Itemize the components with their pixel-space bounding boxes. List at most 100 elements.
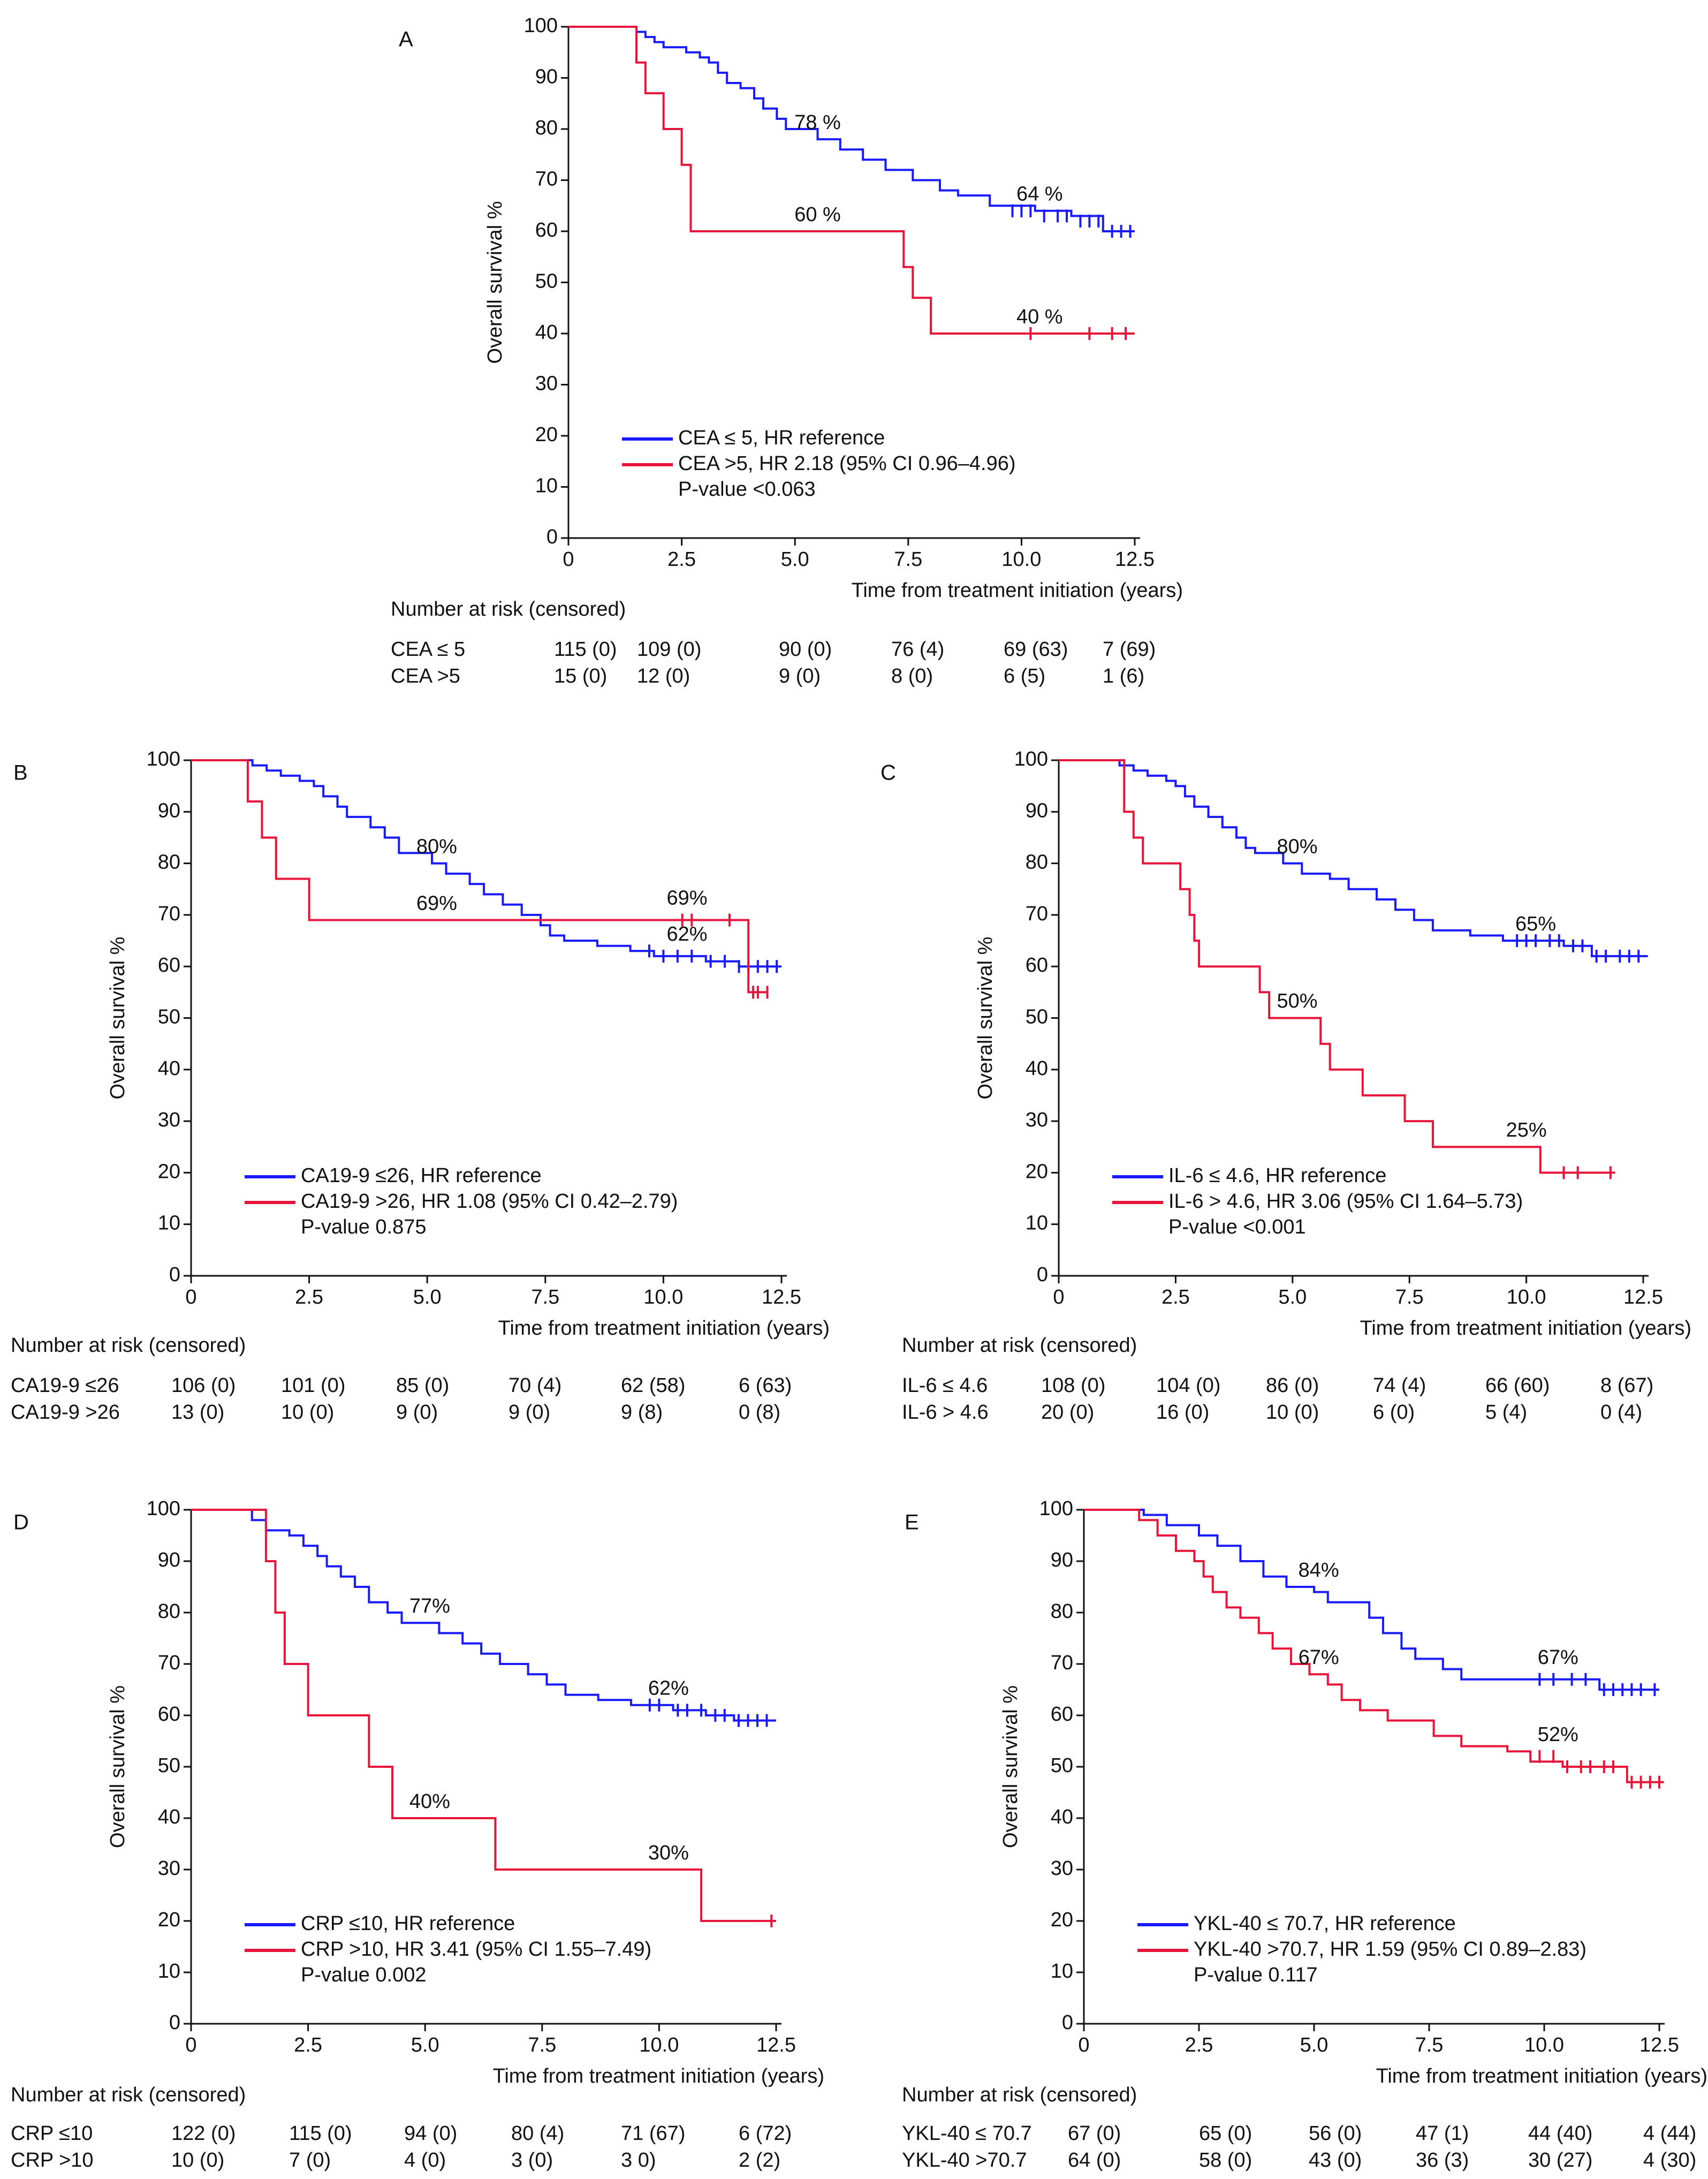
x-axis-title: Time from treatment initiation (years): [498, 1317, 830, 1340]
panel-d: D 0 10 20 30 40 50 60 70 80 90 100 0 2.5 5.0 7.5 10.0 12.…: [11, 1497, 824, 2172]
y-tick-label: 60: [158, 954, 180, 977]
y-tick-label: 60: [1051, 1703, 1073, 1726]
risk-cell: 9 (8): [621, 1401, 663, 1424]
x-tick-label: 0: [1078, 2034, 1089, 2056]
risk-cell: 69 (63): [1004, 638, 1068, 661]
y-tick-label: 100: [147, 1497, 180, 1520]
y-tick-label: 80: [158, 1600, 180, 1623]
x-tick-label: 12.5: [1623, 1286, 1663, 1308]
risk-cell: 12 (0): [637, 665, 690, 687]
risk-cell: 9 (0): [396, 1401, 438, 1424]
legend-entry: CA19-9 >26, HR 1.08 (95% CI 0.42–2.79): [301, 1190, 678, 1213]
risk-cell: 6 (72): [739, 2122, 792, 2145]
survival-annotation: 52%: [1538, 1723, 1578, 1746]
risk-row-label: CA19-9 ≤26: [11, 1374, 119, 1397]
p-value-text: P-value <0.063: [678, 478, 816, 501]
panel-label: A: [399, 28, 413, 51]
y-tick-label: 50: [158, 1754, 180, 1777]
risk-cell: 70 (4): [508, 1374, 561, 1397]
legend-entry: CEA ≤ 5, HR reference: [678, 427, 885, 449]
x-tick-label: 12.5: [762, 1286, 801, 1308]
survival-annotation: 50%: [1277, 990, 1318, 1012]
y-tick-label: 0: [1037, 1263, 1048, 1286]
survival-annotation: 65%: [1515, 913, 1556, 935]
x-tick-label: 2.5: [294, 2034, 322, 2056]
survival-annotation: 77%: [409, 1595, 450, 1617]
risk-cell: 4 (0): [404, 2149, 446, 2172]
survival-annotation: 80%: [1277, 835, 1318, 858]
p-value-text: P-value <0.001: [1168, 1216, 1306, 1238]
x-tick-label: 0: [185, 2034, 196, 2056]
x-tick-label: 7.5: [1415, 2034, 1444, 2056]
panel-c: C 0 10 20 30 40 50 60 70 80 90 100 0 2.5 5.0 7.5 10.0 12.…: [880, 748, 1691, 1424]
risk-row-label: CEA ≤ 5: [391, 638, 465, 661]
x-tick-label: 12.5: [1639, 2034, 1679, 2056]
risk-cell: 10 (0): [1266, 1401, 1319, 1424]
x-tick-label: 10.0: [1524, 2034, 1564, 2056]
risk-cell: 10 (0): [171, 2149, 224, 2172]
y-tick-label: 90: [158, 1549, 180, 1571]
risk-cell: 30 (27): [1528, 2149, 1592, 2172]
risk-cell: 4 (44): [1643, 2122, 1696, 2145]
y-axis-title: Overall survival %: [974, 936, 997, 1099]
y-tick-label: 80: [1051, 1600, 1073, 1623]
y-tick-label: 60: [535, 219, 558, 241]
risk-table-title: Number at risk (censored): [11, 2084, 246, 2106]
y-axis-title: Overall survival %: [107, 1685, 129, 1848]
y-tick-label: 30: [535, 373, 558, 395]
x-axis-title: Time from treatment initiation (years): [493, 2065, 824, 2087]
x-tick-label: 5.0: [1278, 1286, 1307, 1308]
y-tick-label: 0: [169, 2011, 180, 2034]
y-tick-label: 20: [535, 423, 558, 446]
survival-curve-2: [191, 759, 768, 994]
y-axis-title: Overall survival %: [107, 936, 129, 1099]
y-tick-label: 30: [1051, 1857, 1073, 1880]
x-tick-label: 2.5: [1185, 2034, 1213, 2056]
risk-cell: 58 (0): [1199, 2149, 1252, 2172]
y-tick-label: 90: [158, 799, 180, 822]
risk-cell: 10 (0): [281, 1401, 334, 1424]
risk-cell: 66 (60): [1485, 1374, 1550, 1397]
y-tick-label: 40: [158, 1806, 180, 1828]
legend-entry: IL-6 > 4.6, HR 3.06 (95% CI 1.64–5.73): [1168, 1190, 1523, 1213]
y-tick-label: 90: [1026, 799, 1048, 822]
survival-annotation: 62%: [666, 923, 707, 945]
y-tick-label: 70: [158, 1652, 180, 1674]
legend-entry: IL-6 ≤ 4.6, HR reference: [1168, 1164, 1386, 1187]
risk-table-title: Number at risk (censored): [391, 598, 626, 621]
risk-table-title: Number at risk (censored): [902, 1334, 1137, 1357]
x-tick-label: 10.0: [1001, 548, 1041, 571]
risk-cell: 85 (0): [396, 1374, 449, 1397]
y-tick-label: 20: [158, 1909, 180, 1931]
risk-cell: 106 (0): [171, 1374, 236, 1397]
x-tick-label: 10.0: [1507, 1286, 1546, 1308]
y-tick-label: 10: [1026, 1212, 1048, 1235]
risk-cell: 109 (0): [637, 638, 701, 661]
risk-cell: 3 0): [621, 2149, 656, 2172]
risk-cell: 43 (0): [1309, 2149, 1362, 2172]
x-tick-label: 7.5: [531, 1286, 559, 1308]
risk-cell: 94 (0): [404, 2122, 457, 2145]
risk-row-label: CRP >10: [11, 2149, 94, 2172]
risk-cell: 2 (2): [739, 2149, 780, 2172]
survival-curve-1: [568, 26, 1135, 232]
survival-annotation: 62%: [648, 1677, 689, 1700]
y-tick-label: 10: [535, 475, 558, 497]
risk-cell: 108 (0): [1041, 1374, 1105, 1397]
y-tick-label: 10: [158, 1212, 180, 1235]
survival-annotation: 67%: [1299, 1646, 1339, 1669]
survival-annotation: 30%: [648, 1842, 689, 1864]
y-tick-label: 70: [1026, 903, 1048, 925]
survival-annotation: 84%: [1299, 1559, 1339, 1582]
legend-entry: CEA >5, HR 2.18 (95% CI 0.96–4.96): [678, 452, 1016, 475]
y-tick-label: 90: [535, 66, 558, 88]
survival-curve-1: [1084, 1509, 1659, 1691]
x-tick-label: 7.5: [528, 2034, 556, 2056]
legend-entry: YKL-40 >70.7, HR 1.59 (95% CI 0.89–2.83): [1194, 1938, 1586, 1961]
y-tick-label: 0: [546, 526, 558, 548]
risk-cell: 90 (0): [779, 638, 832, 661]
survival-curve-2: [1084, 1509, 1664, 1783]
risk-row-label: YKL-40 ≤ 70.7: [902, 2122, 1032, 2145]
survival-curve-1: [1059, 759, 1648, 957]
